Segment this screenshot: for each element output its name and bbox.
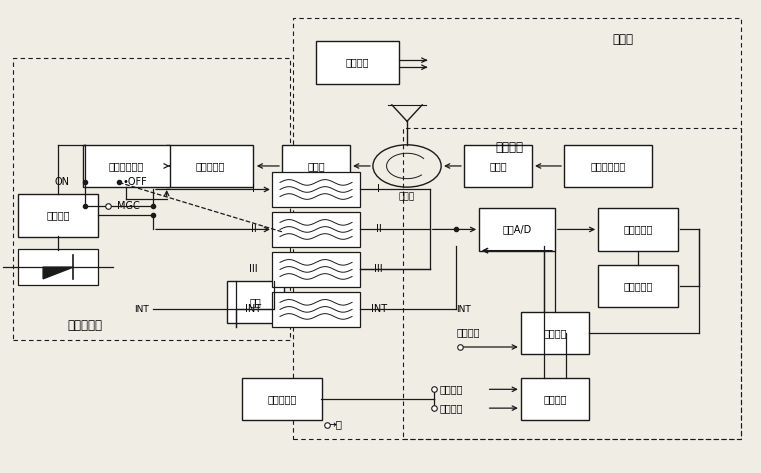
Text: 主放大器: 主放大器 — [46, 210, 70, 220]
Bar — [167, 145, 253, 187]
Bar — [272, 172, 360, 207]
Bar — [13, 58, 289, 340]
Text: 前置放大器: 前置放大器 — [196, 161, 224, 171]
Bar — [293, 18, 740, 438]
Bar — [464, 145, 532, 187]
Text: 毫米波振荡器: 毫米波振荡器 — [591, 161, 626, 171]
Text: →断: →断 — [327, 420, 342, 429]
Bar — [272, 212, 360, 247]
Bar — [282, 145, 350, 187]
Text: I: I — [377, 184, 380, 194]
Text: 数字处理器: 数字处理器 — [623, 225, 653, 235]
Text: INT: INT — [457, 305, 471, 314]
Text: III: III — [374, 264, 383, 274]
Text: 电源变换: 电源变换 — [346, 58, 370, 68]
Bar — [403, 128, 740, 438]
Text: 预处理系统: 预处理系统 — [67, 319, 102, 333]
Text: INT: INT — [246, 305, 262, 315]
Text: 高速A/D: 高速A/D — [502, 225, 532, 235]
Text: 终点电路: 终点电路 — [543, 394, 567, 404]
Bar — [272, 292, 360, 327]
Text: 手动增益控制: 手动增益控制 — [109, 161, 144, 171]
Bar — [598, 208, 678, 251]
Text: 红外起点: 红外起点 — [440, 385, 463, 394]
Bar — [521, 312, 589, 354]
Bar — [598, 265, 678, 307]
Text: MGC: MGC — [116, 201, 139, 211]
Polygon shape — [43, 267, 73, 279]
Bar — [479, 208, 555, 251]
Text: 终端系统: 终端系统 — [495, 140, 524, 154]
Text: III: III — [249, 264, 258, 274]
Text: INT: INT — [371, 305, 387, 315]
Text: 混频器: 混频器 — [307, 161, 325, 171]
Bar — [83, 145, 170, 187]
Bar — [565, 145, 651, 187]
Text: II: II — [376, 225, 381, 235]
Text: 隔离器: 隔离器 — [489, 161, 507, 171]
Bar — [242, 377, 322, 420]
Text: 红外终点: 红外终点 — [440, 403, 463, 413]
Bar — [18, 249, 98, 285]
Bar — [227, 281, 284, 324]
Text: 显示、打印: 显示、打印 — [623, 281, 653, 291]
Text: 高频头: 高频头 — [613, 33, 634, 45]
Text: •OFF: •OFF — [123, 177, 148, 187]
Text: I: I — [252, 184, 255, 194]
Text: 电源: 电源 — [250, 298, 261, 307]
Text: INT: INT — [135, 305, 149, 314]
Text: 起点电路: 起点电路 — [543, 328, 567, 338]
Text: 自动起点: 自动起点 — [457, 328, 480, 338]
Text: II: II — [250, 225, 256, 235]
Bar — [521, 377, 589, 420]
Bar — [272, 252, 360, 287]
Text: ON: ON — [55, 177, 69, 187]
Bar — [18, 194, 98, 236]
Bar — [316, 41, 400, 84]
Text: 环行器: 环行器 — [399, 192, 415, 201]
Text: 红外启动器: 红外启动器 — [267, 394, 297, 404]
